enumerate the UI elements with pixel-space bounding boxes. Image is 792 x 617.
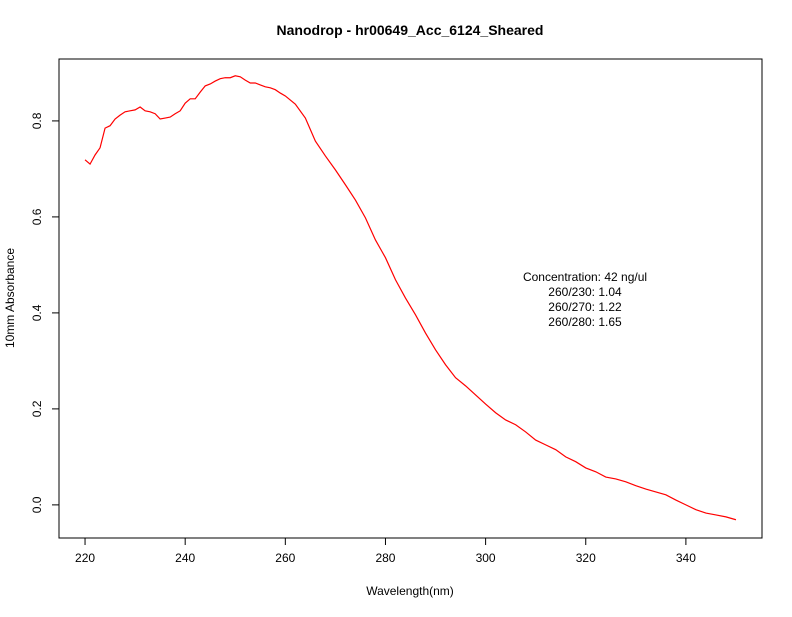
data-line xyxy=(84,75,737,521)
y-tick-label: 0.4 xyxy=(30,304,44,321)
y-tick-label: 0.0 xyxy=(30,496,44,513)
x-tick-label: 220 xyxy=(75,551,95,565)
x-tick-label: 240 xyxy=(175,551,195,565)
y-tick-label: 0.6 xyxy=(30,208,44,225)
chart-title: Nanodrop - hr00649_Acc_6124_Sheared xyxy=(277,22,544,38)
annotation: Concentration: 42 ng/ul xyxy=(523,270,647,284)
x-tick-label: 320 xyxy=(576,551,596,565)
x-tick-label: 340 xyxy=(676,551,696,565)
y-tick-label: 0.8 xyxy=(30,112,44,129)
y-tick-label: 0.2 xyxy=(30,400,44,417)
plot-frame xyxy=(58,58,763,539)
y-axis-label: 10mm Absorbance xyxy=(3,248,17,348)
x-tick-label: 260 xyxy=(275,551,295,565)
x-axis-label: Wavelength(nm) xyxy=(366,584,454,598)
annotation: 260/230: 1.04 xyxy=(548,285,622,299)
x-tick-label: 300 xyxy=(476,551,496,565)
annotation: 260/280: 1.65 xyxy=(548,315,622,329)
annotation: 260/270: 1.22 xyxy=(548,300,622,314)
x-tick-label: 280 xyxy=(375,551,395,565)
